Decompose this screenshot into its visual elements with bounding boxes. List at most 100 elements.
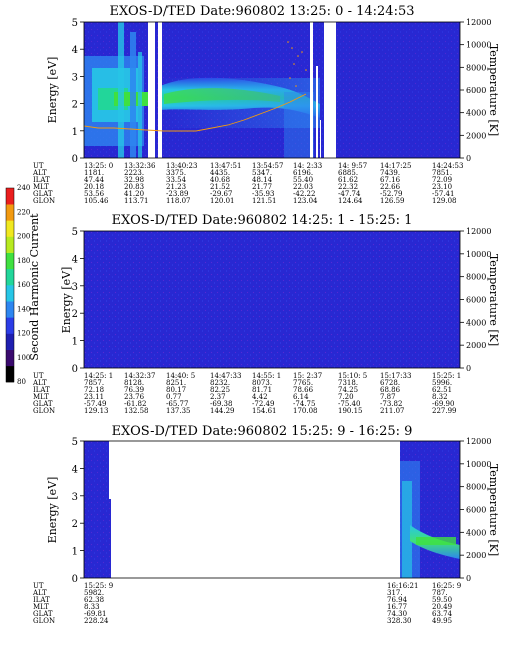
panel-1-table-cell: 6885.: [338, 169, 358, 177]
panel-2-y-tick-label: 4: [72, 254, 78, 265]
panel-1-table-cell: 13:32:36: [124, 162, 156, 170]
panel-3-table-row-label: UT: [33, 582, 44, 590]
color-bar-swatch: [6, 349, 14, 367]
panel-1-table-cell: 7851.: [432, 169, 452, 177]
color-bar-swatch: [6, 204, 14, 221]
panel-3-table-cell: 74.30: [387, 610, 407, 618]
panel-2-y-tick-label: 1: [72, 337, 78, 348]
panel-2-table-cell: 81.71: [252, 386, 272, 394]
color-bar-frame: [5, 187, 15, 383]
panel-1-table-cell: 40.68: [210, 176, 230, 184]
panel-3-y2-tick-label: 2000: [466, 551, 486, 560]
panel-2-table-cell: 6.14: [293, 393, 309, 401]
panel-3-table-cell: 317.: [387, 589, 403, 597]
panel-1-table-cell: 123.04: [293, 197, 318, 205]
panel-2-table-cell: 6728.: [380, 379, 400, 387]
panel-2-title: EXOS-D/TED Date:960802 14:25: 1 - 15:25:…: [112, 213, 413, 228]
panel-3-table-cell: 787.: [432, 589, 448, 597]
panel-1-table-cell: -57.41: [432, 190, 454, 198]
panel-1-table-row-label: ALT: [32, 169, 47, 177]
panel-1-table-cell: 21.52: [210, 183, 230, 191]
panel-1-burst-a: [284, 92, 314, 158]
panel-1-table-cell: 14:24:53: [432, 162, 463, 170]
panel-2-y-label: Energy [eV]: [60, 267, 73, 334]
color-bar-tick-label: 80: [17, 378, 26, 386]
color-bar-swatch: [6, 220, 14, 237]
panel-1-table-cell: 129.08: [432, 197, 457, 205]
panel-3-y-tick-label: 3: [72, 492, 78, 503]
panel-1-temperature-scatter: [287, 41, 307, 87]
panel-3-table-cell: 20.49: [432, 603, 452, 611]
panel-1-table-cell: -47.74: [338, 190, 361, 198]
color-bar-swatch: [6, 268, 14, 286]
panel-2-table-cell: 82.25: [210, 386, 230, 394]
color-bar-swatch: [6, 188, 14, 205]
panel-2-y-axis: 0 1 2 3 4 5: [72, 227, 84, 375]
color-bar-swatch: [6, 333, 14, 350]
panel-2-table-row-label: ILAT: [33, 386, 50, 394]
panel-2-table-cell: 0.77: [166, 393, 182, 401]
color-bar-tick-label: 140: [17, 305, 30, 313]
panel-1-table-cell: -29.67: [210, 190, 232, 198]
panel-3-y2-axis: 0 2000 4000 6000 8000 10000 12000: [460, 437, 491, 583]
panel-2-y2-tick-label: 0: [466, 364, 471, 373]
panel-1-table-cell: 13:25: 0: [84, 162, 113, 170]
panel-1-y2-axis: 0 2000 4000 6000 8000 10000 12000: [460, 18, 491, 163]
panel-1-y2-tick-label: 10000: [466, 41, 491, 50]
panel-3-data-left-noise: [84, 441, 111, 578]
panel-2-table-row-label: GLON: [33, 407, 55, 415]
color-bar-swatch: [6, 365, 14, 383]
panel-3-y-tick-label: 4: [72, 464, 78, 475]
panel-1-table-cell: 72.09: [432, 176, 452, 184]
panel-1-table-cell: 47.44: [84, 176, 105, 184]
panel-1-table-cell: 23.10: [432, 183, 452, 191]
panel-2-table-cell: 80.17: [166, 386, 186, 394]
panel-1-table-cell: 6196.: [293, 169, 313, 177]
panel-1-table-cell: -42.22: [293, 190, 315, 198]
panel-3-table-row-label: GLAT: [33, 610, 53, 618]
panel-3-y-tick-label: 0: [72, 574, 78, 585]
color-bar-tick-label: 200: [17, 233, 30, 241]
panel-3-band-core: [416, 537, 456, 545]
color-bar-swatch: [6, 252, 14, 270]
panel-2-table-cell: 14:55: 1: [252, 372, 281, 380]
panel-1-y2-tick-label: 4000: [466, 109, 486, 118]
panel-2-table-cell: 2.37: [210, 393, 226, 401]
panel-1-table-cell: 3375.: [166, 169, 186, 177]
panel-1-y-label: Energy [eV]: [46, 57, 59, 124]
panel-2-y2-tick-label: 2000: [466, 341, 486, 350]
panel-2: EXOS-D/TED Date:960802 14:25: 1 - 15:25:…: [32, 213, 500, 415]
panel-3-title: EXOS-D/TED Date:960802 15:25: 9 - 16:25:…: [112, 424, 413, 439]
panel-2-table-cell: 15: 2:37: [293, 372, 322, 380]
panel-2-table-cell: 15:17:33: [380, 372, 411, 380]
panel-1-table-cell: 13:47:51: [210, 162, 241, 170]
panel-3-table-cell: 62.38: [84, 596, 104, 604]
color-bar-swatch: [6, 285, 14, 302]
color-bar-tick-label: 100: [17, 354, 30, 362]
panel-1-table-cell: 20.18: [84, 183, 104, 191]
panel-3-y2-tick-label: 10000: [466, 460, 491, 469]
panel-1: EXOS-D/TED Date:960802 13:25: 0 - 14:24:…: [32, 4, 500, 205]
panel-2-table-cell: 23.11: [84, 393, 104, 401]
panel-1-table-cell: 53.56: [84, 190, 105, 198]
panel-1-y2-tick-label: 8000: [466, 63, 486, 72]
panel-1-y2-tick-label: 6000: [466, 86, 486, 95]
panel-1-table-cell: 55.40: [293, 176, 313, 184]
panel-1-table-cell: 20.83: [124, 183, 144, 191]
panel-2-table-cell: 78.66: [293, 386, 314, 394]
panel-1-table-cell: 22.03: [293, 183, 313, 191]
panel-2-table-cell: 227.99: [432, 407, 457, 415]
panel-2-table-cell: 7857.: [84, 379, 104, 387]
panel-3-table-cell: 228.24: [84, 617, 109, 625]
panel-1-table-row-label: ILAT: [33, 176, 50, 184]
panel-1-table-cell: -52.79: [380, 190, 402, 198]
panel-2-table-cell: 14:32:37: [124, 372, 155, 380]
panel-1-burst-c: [316, 66, 318, 158]
panel-1-table-cell: 105.46: [84, 197, 109, 205]
panel-2-table-cell: 211.07: [380, 407, 405, 415]
panel-3: EXOS-D/TED Date:960802 15:25: 9 - 16:25:…: [32, 424, 500, 625]
panel-2-table-cell: 8.32: [432, 393, 448, 401]
panel-2-plot: [83, 230, 461, 369]
panel-1-table-cell: 4435.: [210, 169, 230, 177]
